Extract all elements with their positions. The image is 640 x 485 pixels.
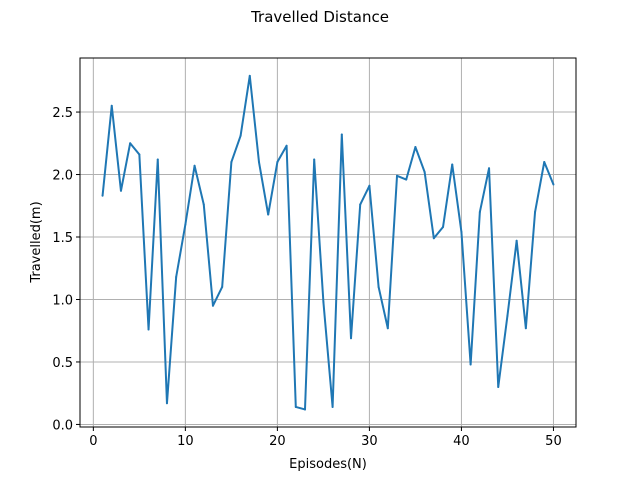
data-point	[101, 194, 104, 197]
data-point	[331, 405, 334, 408]
x-axis-label: Episodes(N)	[289, 457, 367, 472]
data-point	[469, 363, 472, 366]
data-point	[414, 146, 417, 149]
data-point	[303, 408, 306, 411]
data-point	[294, 405, 297, 408]
data-point	[396, 174, 399, 177]
data-point	[147, 328, 150, 331]
chart-title: Travelled Distance	[250, 8, 389, 26]
data-point	[129, 142, 132, 145]
y-axis-label: Travelled(m)	[29, 201, 44, 283]
y-tick-label: 2.5	[52, 106, 73, 121]
data-point	[368, 184, 371, 187]
data-point	[221, 285, 224, 288]
grid	[80, 58, 576, 427]
series-line	[101, 74, 555, 411]
y-tick-label: 2.0	[52, 169, 73, 184]
data-point	[340, 133, 343, 136]
data-point	[460, 231, 463, 234]
data-point	[386, 327, 389, 330]
data-point	[506, 314, 509, 317]
data-point	[110, 104, 113, 107]
y-tick-label: 0.0	[52, 418, 73, 433]
data-point	[377, 285, 380, 288]
data-point	[432, 237, 435, 240]
data-point	[524, 327, 527, 330]
data-point	[239, 134, 242, 137]
x-tick-label: 30	[361, 434, 378, 449]
data-point	[257, 161, 260, 164]
data-point	[350, 337, 353, 340]
x-tick-label: 10	[177, 434, 194, 449]
y-tick-label: 1.0	[52, 293, 73, 308]
data-point	[119, 189, 122, 192]
x-tick-label: 40	[453, 434, 470, 449]
data-point	[322, 300, 325, 303]
y-tick-label: 1.5	[52, 231, 73, 246]
axis-ticks: 0 10 20 30 40 50 0.0 0.5 1.0 1.5 2.0 2.5	[52, 106, 561, 449]
data-point	[552, 183, 555, 186]
data-point	[405, 178, 408, 181]
data-point	[193, 164, 196, 167]
x-tick-label: 50	[545, 434, 562, 449]
data-point	[313, 158, 316, 161]
data-point	[442, 226, 445, 229]
x-tick-label: 20	[269, 434, 286, 449]
data-point	[165, 402, 168, 405]
data-point	[359, 203, 362, 206]
data-point	[515, 239, 518, 242]
data-point	[138, 153, 141, 156]
data-point	[488, 167, 491, 170]
data-point	[230, 161, 233, 164]
data-point	[534, 211, 537, 214]
data-point	[184, 223, 187, 226]
plot-frame	[79, 57, 577, 428]
data-point	[451, 163, 454, 166]
data-point	[497, 385, 500, 388]
data-point	[175, 275, 178, 278]
data-point	[478, 211, 481, 214]
data-point	[543, 161, 546, 164]
data-point	[202, 203, 205, 206]
data-point	[211, 304, 214, 307]
x-tick-label: 0	[89, 434, 97, 449]
data-point	[423, 171, 426, 174]
data-point	[267, 213, 270, 216]
data-point	[248, 74, 251, 77]
y-tick-label: 0.5	[52, 356, 73, 371]
data-points	[101, 74, 555, 411]
data-point	[276, 161, 279, 164]
data-point	[156, 158, 159, 161]
data-point	[285, 144, 288, 147]
